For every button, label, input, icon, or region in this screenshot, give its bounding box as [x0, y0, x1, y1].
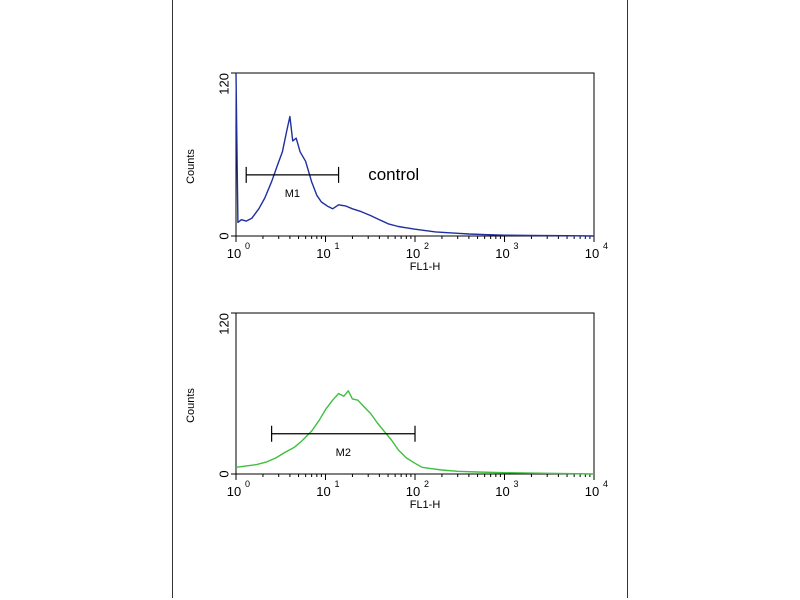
- x-tick-exponent: 0: [245, 479, 250, 489]
- x-tick-exponent: 2: [424, 479, 429, 489]
- x-tick-exponent: 2: [424, 241, 429, 251]
- histogram-panel-sample: 0 120 10 0 10 1 10 2 10 3 10 4 FL1-H Counts M2: [185, 312, 608, 511]
- x-axis-title: FL1-H: [410, 499, 441, 511]
- y-tick-label: 120: [216, 73, 231, 95]
- x-tick-base: 10: [585, 484, 599, 499]
- x-tick-base: 10: [316, 484, 330, 499]
- histogram-series-line: [235, 390, 595, 475]
- x-tick-exponent: 1: [335, 479, 340, 489]
- x-tick-base: 10: [495, 484, 509, 499]
- y-axis-title: Counts: [185, 149, 197, 184]
- x-tick-exponent: 0: [245, 241, 250, 251]
- x-tick-base: 10: [227, 484, 241, 499]
- x-tick-base: 10: [227, 246, 241, 261]
- y-axis-title: Counts: [185, 388, 197, 423]
- histogram-panel-control: 0 120 10 0 10 1 10 2 10 3 10 4 FL1-H Counts M1 control: [185, 72, 608, 273]
- figure-frame: [172, 0, 628, 598]
- x-axis-title: FL1-H: [410, 261, 441, 273]
- y-tick-label: 0: [216, 232, 231, 239]
- x-tick-exponent: 3: [514, 479, 519, 489]
- marker-label: M1: [285, 188, 300, 200]
- x-tick-base: 10: [585, 246, 599, 261]
- x-tick-base: 10: [406, 484, 420, 499]
- x-tick-base: 10: [406, 246, 420, 261]
- y-tick-label: 0: [216, 470, 231, 477]
- x-tick-base: 10: [316, 246, 330, 261]
- marker-label: M2: [336, 447, 351, 459]
- x-tick-base: 10: [495, 246, 509, 261]
- histogram-series-line: [235, 72, 595, 237]
- x-tick-exponent: 3: [514, 241, 519, 251]
- y-tick-label: 120: [216, 313, 231, 335]
- x-tick-exponent: 4: [603, 479, 608, 489]
- annotation-label: control: [368, 165, 419, 184]
- x-tick-exponent: 4: [603, 241, 608, 251]
- plot-frame: [235, 72, 595, 237]
- x-tick-exponent: 1: [335, 241, 340, 251]
